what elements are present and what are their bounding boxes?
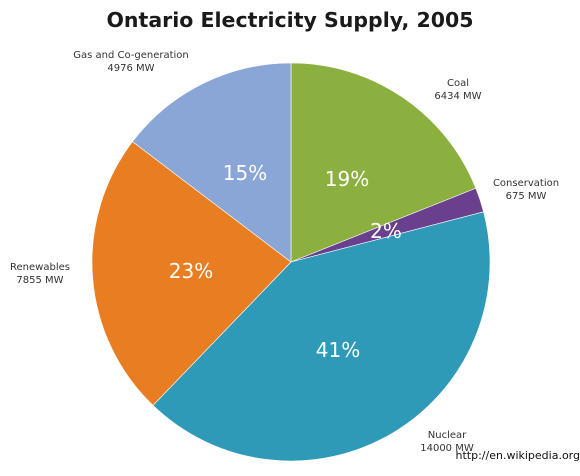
- category-name: Gas and Co-generation: [73, 50, 189, 61]
- category-label-nuclear: Nuclear 14000 MW: [420, 430, 474, 454]
- percent-label-nuclear: 41%: [316, 338, 360, 362]
- category-name: Coal: [447, 78, 469, 89]
- category-label-renewables: Renewables 7855 MW: [10, 262, 70, 286]
- category-value: 4976 MW: [107, 63, 154, 74]
- category-label-conservation: Conservation 675 MW: [493, 178, 559, 202]
- source-url[interactable]: http://en.wikipedia.org: [455, 449, 580, 462]
- pie-slice-nuclear: [152, 211, 491, 462]
- percent-label-coal: 19%: [325, 167, 369, 191]
- category-value: 7855 MW: [16, 275, 63, 286]
- category-label-gas-and-co-generation: Gas and Co-generation 4976 MW: [73, 50, 189, 74]
- percent-label-conservation: 2%: [370, 219, 402, 243]
- category-value: 6434 MW: [434, 91, 481, 102]
- category-name: Nuclear: [428, 430, 467, 441]
- pie-labels: Coal 6434 MW 19% Conservation 675 MW 2% Nuclea…: [10, 50, 559, 454]
- category-value: 675 MW: [506, 191, 547, 202]
- chart-title: Ontario Electricity Supply, 2005: [106, 8, 474, 32]
- pie-slice-gas-and-co-generation: [132, 62, 292, 263]
- percent-label-renewables: 23%: [169, 259, 213, 283]
- category-label-coal: Coal 6434 MW: [434, 78, 481, 102]
- category-value: 14000 MW: [420, 443, 474, 454]
- category-name: Conservation: [493, 178, 559, 189]
- pie-slice-renewables: [91, 141, 292, 406]
- percent-label-gas-and-co-generation: 15%: [223, 161, 267, 185]
- pie-slices: [91, 62, 491, 462]
- pie-slice-coal: [290, 62, 477, 263]
- category-name: Renewables: [10, 262, 70, 273]
